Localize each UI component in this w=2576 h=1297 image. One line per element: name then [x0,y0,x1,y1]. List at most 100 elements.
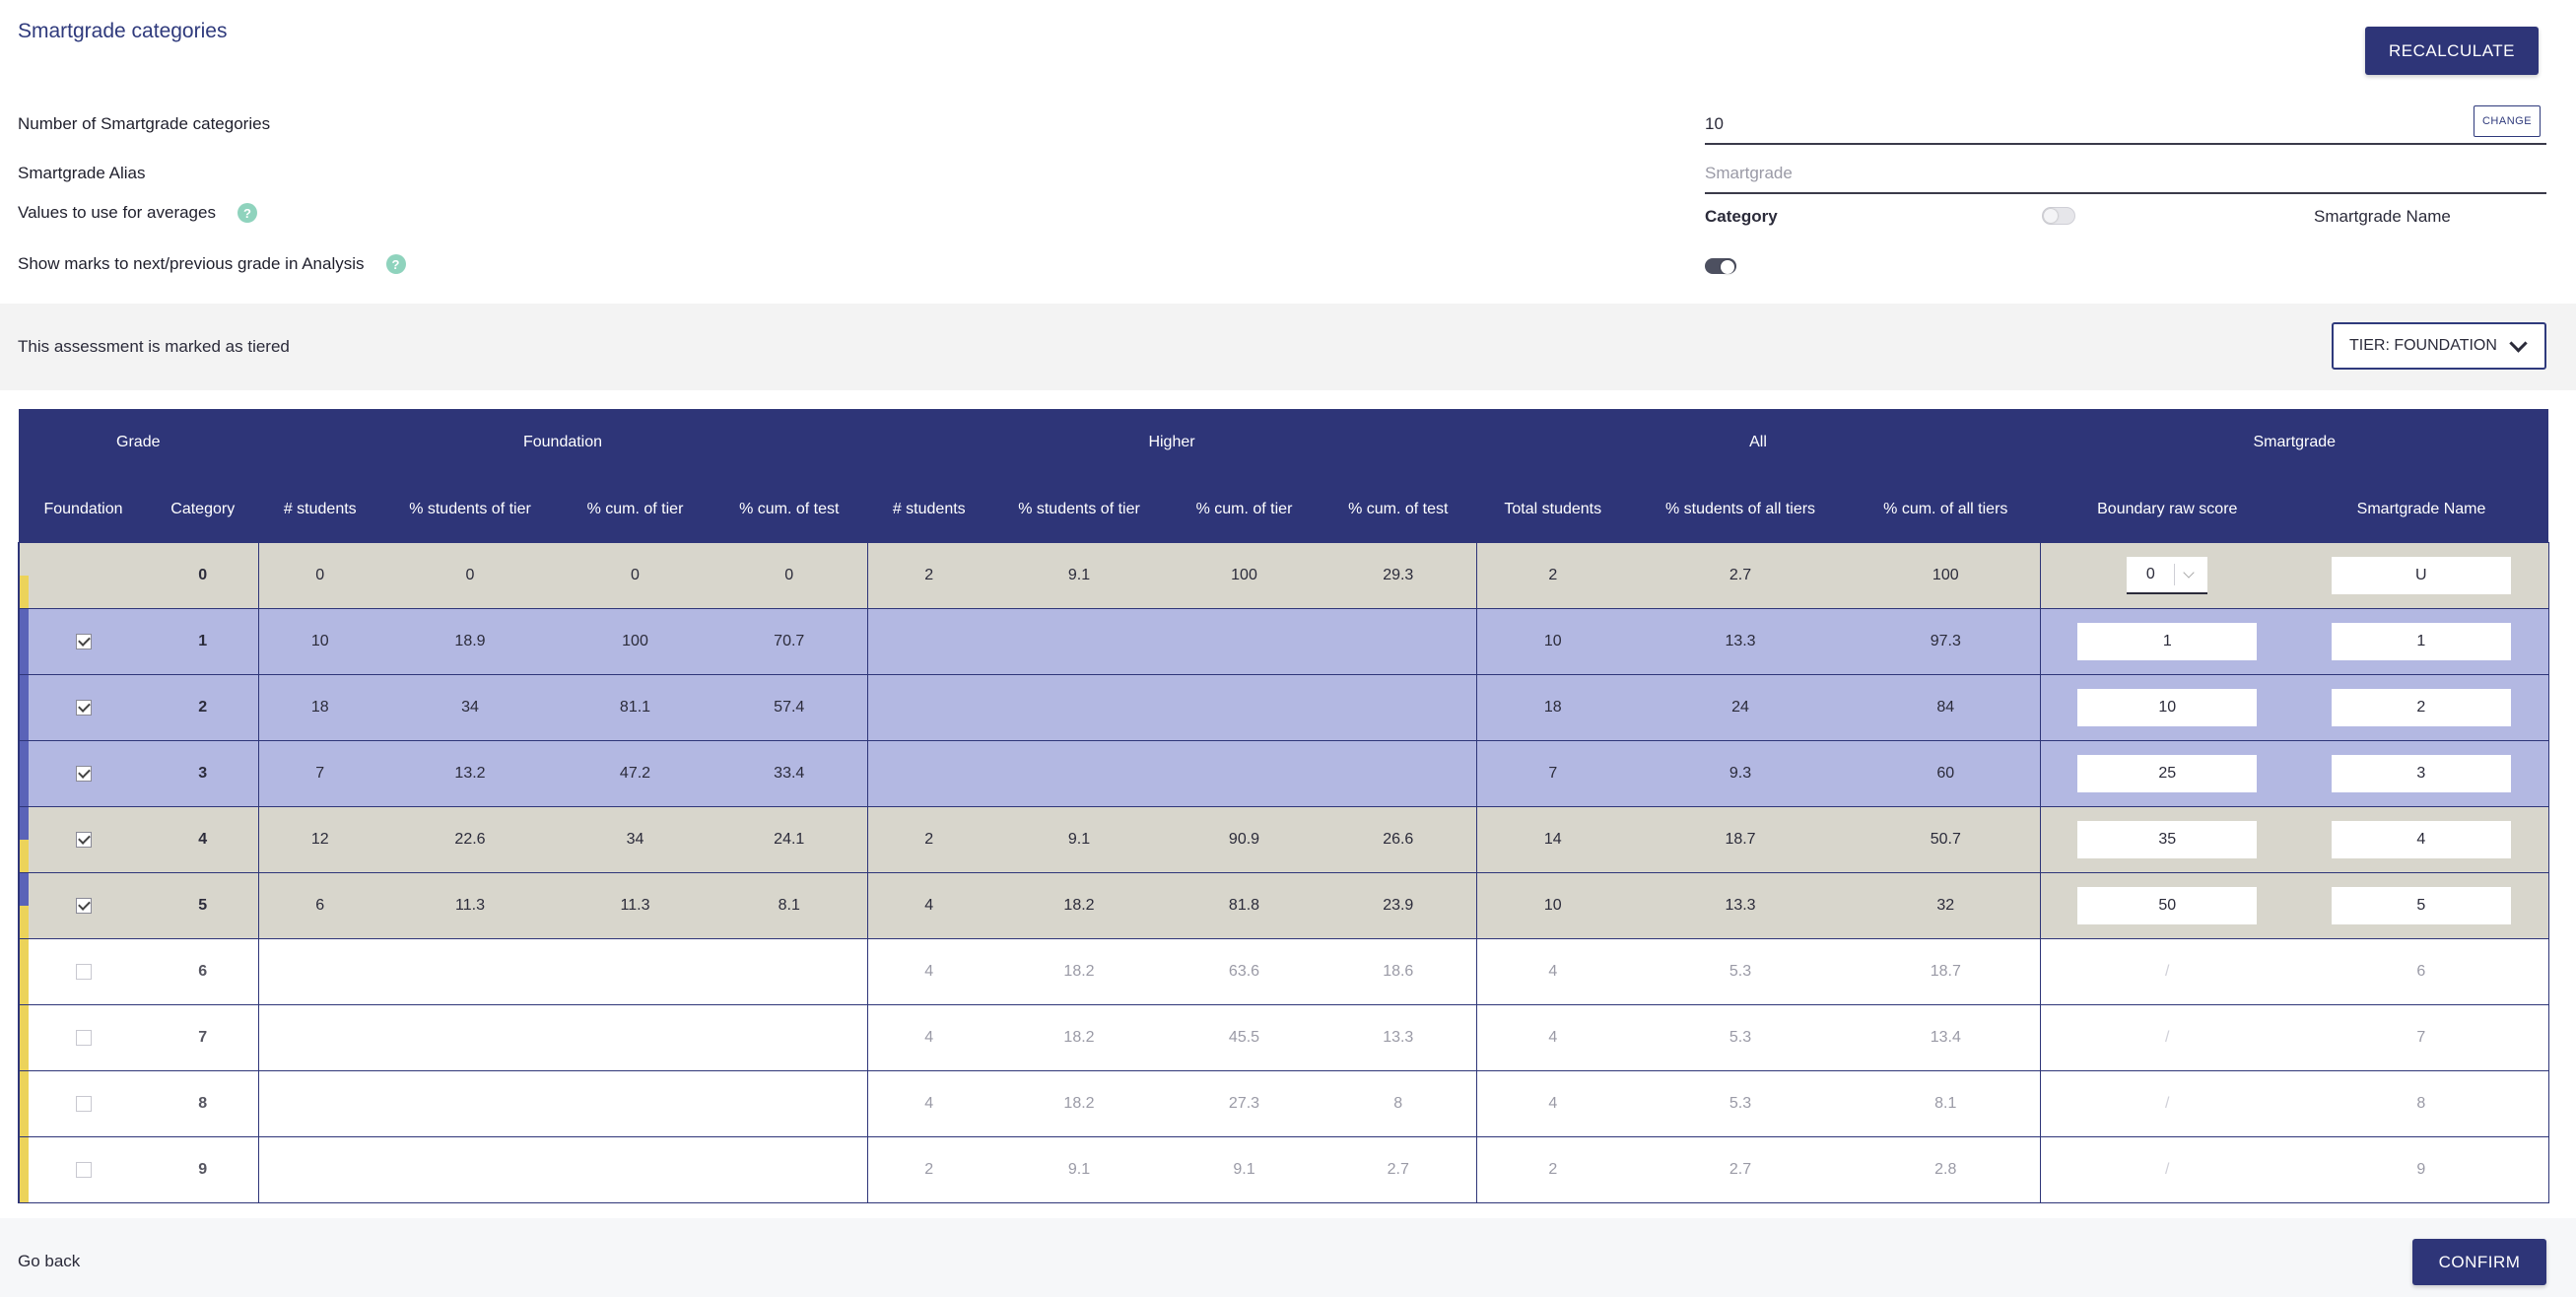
all-value-cell: 2 [1475,1136,1630,1203]
smartgrade-name-cell: 8 [2294,1070,2549,1137]
averages-toggle[interactable] [2042,207,2075,225]
higher-value-cell: 90.9 [1168,806,1321,873]
foundation-cell [18,1136,148,1203]
smartgrade-name-input[interactable]: 1 [2331,623,2511,660]
boundary-input[interactable]: 1 [2077,623,2258,660]
toggle-knob [2044,209,2058,223]
all-value-cell: 32 [1852,872,2041,939]
boundary-input[interactable]: 25 [2077,755,2258,792]
alias-field[interactable]: Smartgrade [1705,164,1793,182]
foundation-value-cell: 18 [257,674,381,741]
tier-indicator-strip [20,609,29,674]
all-value-cell: 5.3 [1629,1070,1853,1137]
strip-top [20,1005,29,1038]
table-row: 4 12 22.6 34 24.1 2 9.1 90.9 26.6 14 18.7 50.7 35 4 [18,806,2549,873]
column-header: % cum. of tier [1168,476,1321,543]
higher-value-cell: 81.8 [1168,872,1321,939]
higher-value-cell: 23.9 [1321,872,1477,939]
go-back-link[interactable]: Go back [18,1252,81,1270]
column-header: % students of tier [381,476,559,543]
select-divider [2174,564,2176,585]
column-header: Boundary raw score [2039,476,2295,543]
foundation-checkbox[interactable] [76,633,92,649]
higher-value-cell [1321,674,1477,741]
foundation-value-cell: 34 [381,674,559,741]
change-button[interactable]: CHANGE [2474,105,2541,137]
tier-indicator-strip [20,939,29,1004]
higher-value-cell: 27.3 [1168,1070,1321,1137]
foundation-checkbox[interactable] [76,699,92,716]
tier-select[interactable]: TIER: FOUNDATION [2332,322,2546,370]
foundation-value-cell [381,938,559,1005]
boundary-select[interactable]: 0 [2127,557,2208,594]
higher-value-cell: 9.1 [990,806,1168,873]
higher-value-cell [990,674,1168,741]
help-icon[interactable]: ? [237,203,257,223]
foundation-cell [18,938,148,1005]
all-value-cell: 7 [1475,740,1630,807]
table-row: 6 4 18.2 63.6 18.6 4 5.3 18.7/6 [18,938,2549,1005]
all-value-cell: 18 [1475,674,1630,741]
higher-value-cell [1168,608,1321,675]
foundation-value-cell: 8.1 [712,872,867,939]
foundation-value-cell: 0 [257,542,381,609]
foundation-checkbox[interactable] [76,897,92,914]
boundary-empty: / [2165,1029,2170,1046]
boundary-select-value: 0 [2145,566,2155,582]
category-cell: 9 [148,1136,258,1203]
table-row: 2 18 34 81.1 57.4 18 24 84 10 2 [18,674,2549,741]
group-header-all: All [1475,409,2041,476]
boundary-input[interactable]: 35 [2077,821,2258,858]
smartgrade-name-input[interactable]: 4 [2331,821,2511,858]
recalculate-button[interactable]: RECALCULATE [2365,27,2539,75]
all-value-cell: 9.3 [1629,740,1853,807]
foundation-cell [18,674,148,741]
column-header: % cum. of test [1321,476,1477,543]
foundation-value-cell [559,1004,712,1071]
foundation-value-cell [559,938,712,1005]
foundation-value-cell: 7 [257,740,381,807]
confirm-button[interactable]: CONFIRM [2412,1239,2546,1285]
strip-bottom [20,906,29,938]
smartgrade-name-input[interactable]: 5 [2331,887,2511,924]
higher-value-cell [1321,608,1477,675]
column-header: % cum. of tier [559,476,712,543]
num-categories-field-underline [1705,143,2546,145]
foundation-checkbox[interactable] [76,1161,92,1178]
smartgrade-name-input[interactable]: 3 [2331,755,2511,792]
all-value-cell: 4 [1475,938,1630,1005]
all-value-cell: 4 [1475,1004,1630,1071]
foundation-checkbox[interactable] [76,963,92,980]
group-header-foundation: Foundation [257,409,867,476]
num-categories-field[interactable]: 10 [1705,114,1724,133]
foundation-checkbox[interactable] [76,1095,92,1112]
table-row: 1 10 18.9 100 70.7 10 13.3 97.3 1 1 [18,608,2549,675]
boundary-cell: 10 [2039,674,2295,741]
category-cell: 6 [148,938,258,1005]
boundary-input[interactable]: 50 [2077,887,2258,924]
smartgrade-name-cell: U [2294,542,2549,609]
column-header: % students of all tiers [1629,476,1853,543]
foundation-value-cell: 11.3 [559,872,712,939]
higher-value-cell: 26.6 [1321,806,1477,873]
help-icon[interactable]: ? [385,254,406,274]
strip-top [20,873,29,906]
show-marks-toggle[interactable] [1705,258,1736,274]
foundation-checkbox[interactable] [76,831,92,848]
smartgrade-name-input[interactable]: U [2331,557,2511,594]
all-value-cell: 24 [1629,674,1853,741]
foundation-value-cell: 6 [257,872,381,939]
all-value-cell: 18.7 [1852,938,2041,1005]
strip-bottom [20,774,29,806]
tier-select-value: TIER: FOUNDATION [2349,337,2497,354]
tier-indicator-strip [20,675,29,740]
strip-bottom [20,576,29,608]
foundation-checkbox[interactable] [76,765,92,782]
smartgrade-name-input[interactable]: 2 [2331,689,2511,726]
tier-notice: This assessment is marked as tiered [18,337,290,356]
page-title: Smartgrade categories [18,20,228,42]
tier-indicator-strip [20,873,29,938]
foundation-checkbox[interactable] [76,1029,92,1046]
boundary-input[interactable]: 10 [2077,689,2258,726]
smartgrade-name-cell: 3 [2294,740,2549,807]
